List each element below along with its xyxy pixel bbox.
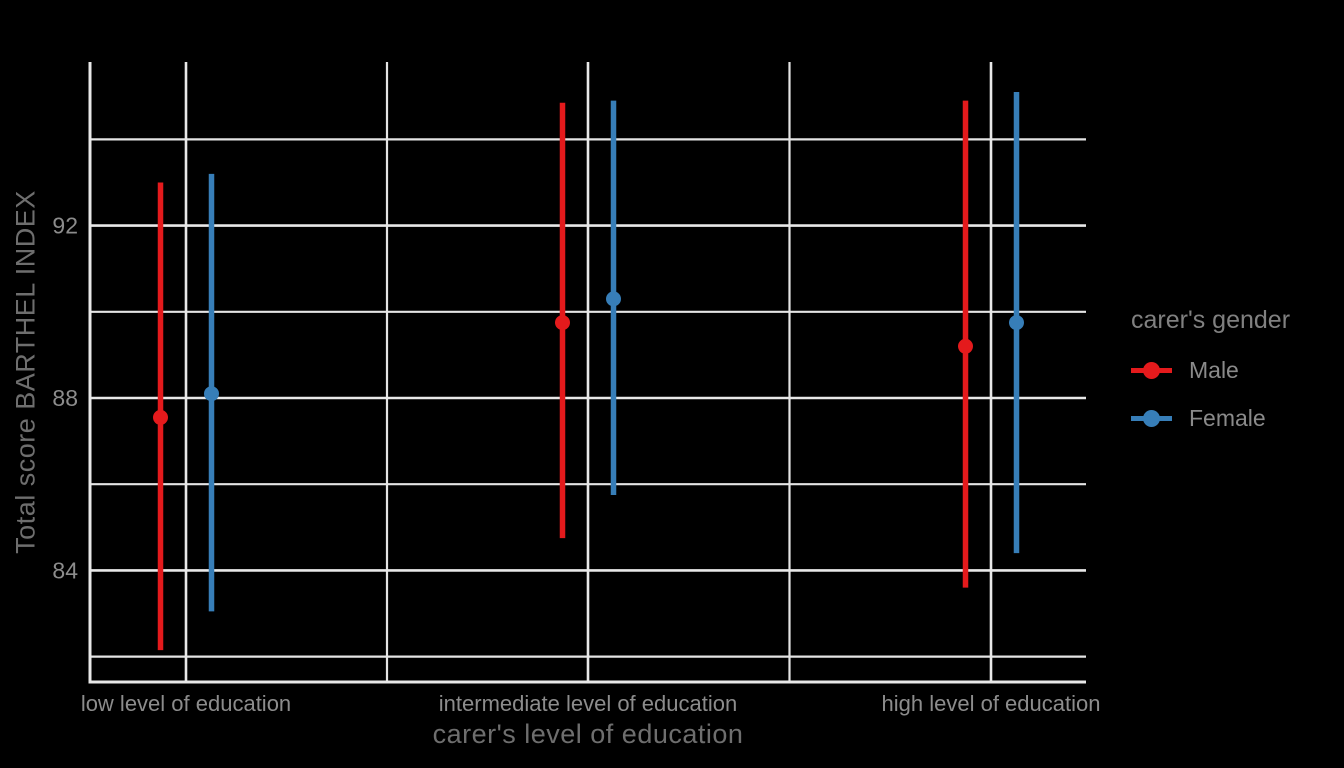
legend-title: carer's gender xyxy=(1131,306,1291,334)
y-tick-label-92: 92 xyxy=(52,213,78,239)
legend-key-male xyxy=(1131,353,1172,387)
legend-key-dot-icon xyxy=(1143,409,1160,427)
legend-item-label: Female xyxy=(1189,404,1266,431)
legend: carer's gender Male Female xyxy=(1131,305,1290,449)
x-axis-title: carer's level of education xyxy=(432,719,744,749)
x-tick-label-intermediate-level-of-education: intermediate level of education xyxy=(439,691,737,716)
y-axis-title: Total score BARTHEL INDEX xyxy=(10,190,41,554)
point-male-low-level-of-education xyxy=(153,409,168,425)
y-tick-label-88: 88 xyxy=(52,385,78,411)
legend-item-label: Male xyxy=(1189,356,1239,383)
point-male-intermediate-level-of-education xyxy=(555,315,570,331)
legend-key-female xyxy=(1131,401,1172,435)
x-tick-label-low-level-of-education: low level of education xyxy=(81,691,291,716)
point-female-intermediate-level-of-education xyxy=(606,291,621,307)
point-female-high-level-of-education xyxy=(1009,315,1024,331)
point-female-low-level-of-education xyxy=(204,386,219,402)
y-tick-label-84: 84 xyxy=(52,557,78,583)
legend-items: Male Female xyxy=(1131,353,1290,435)
legend-item-male: Male xyxy=(1131,353,1290,387)
legend-item-female: Female xyxy=(1131,401,1290,435)
point-male-high-level-of-education xyxy=(958,338,973,354)
x-tick-label-high-level-of-education: high level of education xyxy=(882,691,1101,716)
legend-key-dot-icon xyxy=(1143,361,1160,379)
